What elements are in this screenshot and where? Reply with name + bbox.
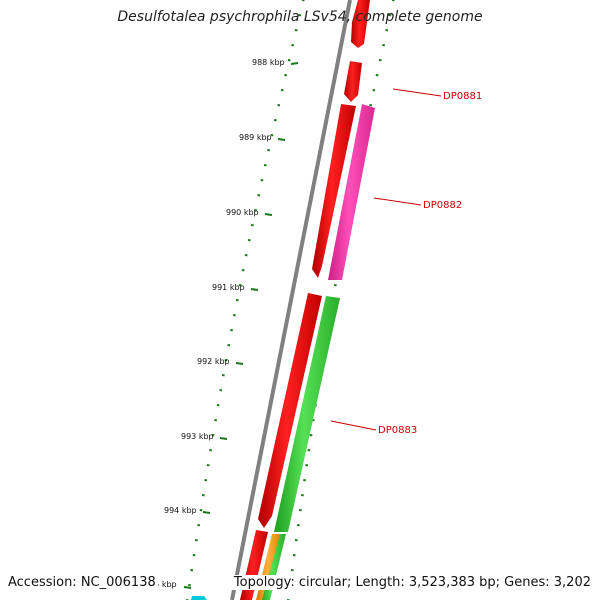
- gene-feature: [312, 104, 356, 278]
- map-title: Desulfotalea psychrophila LSv54, complet…: [117, 9, 483, 25]
- scale-tick-label: 991 kbp: [212, 283, 245, 292]
- major-tick: [277, 138, 286, 141]
- major-tick: [290, 62, 299, 65]
- gene-label-dp0881: DP0881: [443, 91, 482, 102]
- major-tick: [219, 437, 228, 440]
- scale-tick-label: 995 kbp: [144, 580, 177, 589]
- scale-tick-label: 989 kbp: [239, 133, 272, 142]
- gene-labels: DP0881 DP0882 DP0883: [378, 91, 482, 436]
- accession-text: Accession: NC_006138: [8, 575, 158, 590]
- gene-label-dp0883: DP0883: [378, 425, 417, 436]
- major-tick: [202, 511, 211, 514]
- scale-tick-label: 988 kbp: [252, 58, 285, 67]
- label-leader-line: [373, 197, 422, 206]
- gene-feature: [274, 296, 340, 532]
- gene-track-second: [191, 104, 375, 600]
- topology-text: Topology: circular; Length: 3,523,383 bp…: [230, 575, 591, 590]
- major-tick: [264, 213, 273, 216]
- gene-feature: [351, 0, 370, 48]
- label-leader-line: [330, 420, 377, 431]
- label-leader-line: [392, 88, 442, 97]
- major-tick: [183, 586, 192, 589]
- scale-tick-label: 990 kbp: [226, 208, 259, 217]
- inner-tick-track: [287, 0, 395, 600]
- scale-tick-label: 993 kbp: [181, 432, 214, 441]
- scale-ticks: 988 kbp 989 kbp 990 kbp 991 kbp 992 kbp …: [144, 58, 299, 589]
- gene-label-dp0882: DP0882: [423, 200, 462, 211]
- outer-tick-track: [186, 0, 305, 600]
- gene-feature: [344, 61, 362, 102]
- scale-tick-label: 992 kbp: [197, 357, 230, 366]
- genome-backbone: [230, 0, 352, 600]
- gene-feature: [191, 596, 207, 600]
- gene-feature: [328, 104, 375, 280]
- major-tick: [250, 288, 259, 291]
- scale-tick-label: 994 kbp: [164, 506, 197, 515]
- gene-feature: [258, 293, 322, 528]
- gene-label-lines: [330, 88, 442, 431]
- gene-track-forward: [240, 0, 370, 600]
- major-tick: [235, 362, 244, 365]
